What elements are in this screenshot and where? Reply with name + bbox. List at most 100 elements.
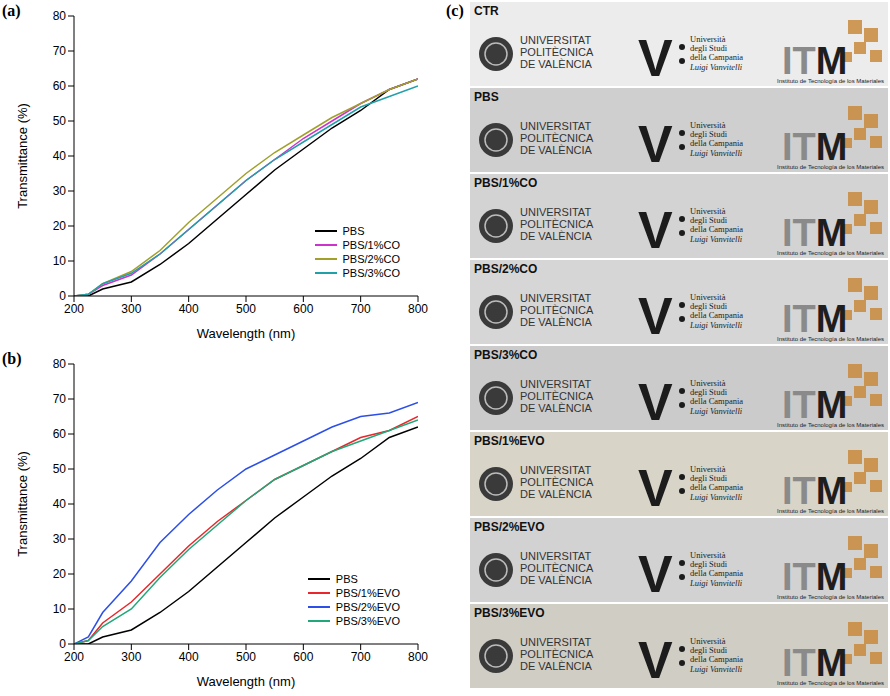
- svg-text:DE VALÈNCIA: DE VALÈNCIA: [520, 488, 593, 500]
- svg-text:DE VALÈNCIA: DE VALÈNCIA: [520, 144, 593, 156]
- svg-text:ITM: ITM: [782, 470, 847, 512]
- svg-text:50: 50: [53, 114, 67, 128]
- svg-text:Instituto de Tecnología de los: Instituto de Tecnología de los Materiale…: [777, 336, 884, 342]
- svg-text:della Campania: della Campania: [690, 310, 743, 320]
- svg-text:Luigi Vanvitelli: Luigi Vanvitelli: [689, 234, 743, 244]
- svg-text:POLITÈCNICA: POLITÈCNICA: [520, 132, 594, 144]
- svg-text:Instituto de Tecnología de los: Instituto de Tecnología de los Materiale…: [777, 594, 884, 600]
- svg-text:V: V: [638, 545, 673, 602]
- svg-text:DE VALÈNCIA: DE VALÈNCIA: [520, 230, 593, 242]
- svg-text:800: 800: [408, 302, 428, 316]
- svg-text:30: 30: [53, 184, 67, 198]
- svg-text:della Campania: della Campania: [690, 568, 743, 578]
- svg-text:POLITÈCNICA: POLITÈCNICA: [520, 476, 594, 488]
- svg-text:Luigi Vanvitelli: Luigi Vanvitelli: [689, 406, 743, 416]
- svg-text:V: V: [638, 373, 673, 430]
- svg-text:ITM: ITM: [782, 126, 847, 168]
- svg-text:DE VALÈNCIA: DE VALÈNCIA: [520, 316, 593, 328]
- svg-text:40: 40: [53, 497, 67, 511]
- svg-text:V: V: [638, 631, 673, 688]
- svg-text:POLITÈCNICA: POLITÈCNICA: [520, 648, 594, 660]
- svg-text:V: V: [638, 29, 673, 86]
- svg-text:DE VALÈNCIA: DE VALÈNCIA: [520, 58, 593, 70]
- svg-text:PBS/2%EVO: PBS/2%EVO: [474, 520, 545, 534]
- svg-text:ITM: ITM: [782, 556, 847, 598]
- svg-text:300: 300: [121, 302, 141, 316]
- svg-text:della Campania: della Campania: [690, 654, 743, 664]
- svg-text:Instituto de Tecnología de los: Instituto de Tecnología de los Materiale…: [777, 250, 884, 256]
- svg-text:300: 300: [121, 650, 141, 664]
- svg-text:200: 200: [64, 302, 84, 316]
- svg-text:V: V: [638, 115, 673, 172]
- svg-text:della Campania: della Campania: [690, 138, 743, 148]
- svg-text:PBS/1%EVO: PBS/1%EVO: [474, 434, 545, 448]
- svg-text:V: V: [638, 201, 673, 258]
- svg-text:POLITÈCNICA: POLITÈCNICA: [520, 218, 594, 230]
- svg-text:Luigi Vanvitelli: Luigi Vanvitelli: [689, 578, 743, 588]
- svg-text:30: 30: [53, 532, 67, 546]
- svg-text:500: 500: [236, 302, 256, 316]
- svg-text:ITM: ITM: [782, 40, 847, 82]
- svg-text:Luigi Vanvitelli: Luigi Vanvitelli: [689, 320, 743, 330]
- svg-text:Wavelength (nm): Wavelength (nm): [197, 674, 296, 689]
- svg-text:Transmittance (%): Transmittance (%): [15, 451, 30, 557]
- svg-text:70: 70: [53, 44, 67, 58]
- svg-text:Instituto de Tecnología de los: Instituto de Tecnología de los Materiale…: [777, 508, 884, 514]
- svg-text:Instituto de Tecnología de los: Instituto de Tecnología de los Materiale…: [777, 422, 884, 428]
- svg-text:PBS/3%EVO: PBS/3%EVO: [474, 606, 545, 620]
- svg-text:600: 600: [293, 650, 313, 664]
- svg-text:UNIVERSITAT: UNIVERSITAT: [520, 464, 591, 476]
- svg-text:80: 80: [53, 9, 67, 23]
- svg-text:UNIVERSITAT: UNIVERSITAT: [520, 120, 591, 132]
- svg-text:CTR: CTR: [474, 4, 499, 18]
- svg-text:POLITÈCNICA: POLITÈCNICA: [520, 562, 594, 574]
- svg-text:40: 40: [53, 149, 67, 163]
- svg-text:500: 500: [236, 650, 256, 664]
- svg-text:V: V: [638, 287, 673, 344]
- svg-text:0: 0: [59, 637, 66, 651]
- svg-text:10: 10: [53, 254, 67, 268]
- svg-text:400: 400: [179, 302, 199, 316]
- svg-text:Luigi Vanvitelli: Luigi Vanvitelli: [689, 62, 743, 72]
- svg-text:Instituto de Tecnología de los: Instituto de Tecnología de los Materiale…: [777, 680, 884, 686]
- svg-text:DE VALÈNCIA: DE VALÈNCIA: [520, 660, 593, 672]
- svg-text:UNIVERSITAT: UNIVERSITAT: [520, 378, 591, 390]
- svg-text:ITM: ITM: [782, 642, 847, 684]
- svg-text:PBS: PBS: [474, 90, 499, 104]
- svg-text:POLITÈCNICA: POLITÈCNICA: [520, 304, 594, 316]
- svg-text:UNIVERSITAT: UNIVERSITAT: [520, 34, 591, 46]
- svg-text:70: 70: [53, 392, 67, 406]
- svg-text:DE VALÈNCIA: DE VALÈNCIA: [520, 574, 593, 586]
- svg-text:UNIVERSITAT: UNIVERSITAT: [520, 206, 591, 218]
- svg-text:DE VALÈNCIA: DE VALÈNCIA: [520, 402, 593, 414]
- svg-text:Luigi Vanvitelli: Luigi Vanvitelli: [689, 148, 743, 158]
- svg-text:ITM: ITM: [782, 384, 847, 426]
- svg-text:POLITÈCNICA: POLITÈCNICA: [520, 390, 594, 402]
- svg-text:POLITÈCNICA: POLITÈCNICA: [520, 46, 594, 58]
- svg-text:Instituto de Tecnología de los: Instituto de Tecnología de los Materiale…: [777, 164, 884, 170]
- svg-text:Luigi Vanvitelli: Luigi Vanvitelli: [689, 492, 743, 502]
- svg-text:60: 60: [53, 427, 67, 441]
- svg-text:400: 400: [179, 650, 199, 664]
- svg-text:della Campania: della Campania: [690, 52, 743, 62]
- svg-text:Instituto de Tecnología de los: Instituto de Tecnología de los Materiale…: [777, 78, 884, 84]
- svg-text:200: 200: [64, 650, 84, 664]
- svg-text:800: 800: [408, 650, 428, 664]
- svg-text:PBS/3%CO: PBS/3%CO: [474, 348, 537, 362]
- svg-text:20: 20: [53, 567, 67, 581]
- svg-text:ITM: ITM: [782, 212, 847, 254]
- svg-text:PBS/2%CO: PBS/2%CO: [474, 262, 537, 276]
- svg-text:0: 0: [59, 289, 66, 303]
- svg-text:della Campania: della Campania: [690, 482, 743, 492]
- svg-text:80: 80: [53, 357, 67, 371]
- svg-text:PBS/1%CO: PBS/1%CO: [474, 176, 537, 190]
- svg-text:UNIVERSITAT: UNIVERSITAT: [520, 636, 591, 648]
- svg-text:della Campania: della Campania: [690, 224, 743, 234]
- svg-text:Luigi Vanvitelli: Luigi Vanvitelli: [689, 664, 743, 674]
- svg-text:700: 700: [351, 650, 371, 664]
- svg-text:700: 700: [351, 302, 371, 316]
- svg-text:della Campania: della Campania: [690, 396, 743, 406]
- svg-text:UNIVERSITAT: UNIVERSITAT: [520, 292, 591, 304]
- svg-text:600: 600: [293, 302, 313, 316]
- svg-text:10: 10: [53, 602, 67, 616]
